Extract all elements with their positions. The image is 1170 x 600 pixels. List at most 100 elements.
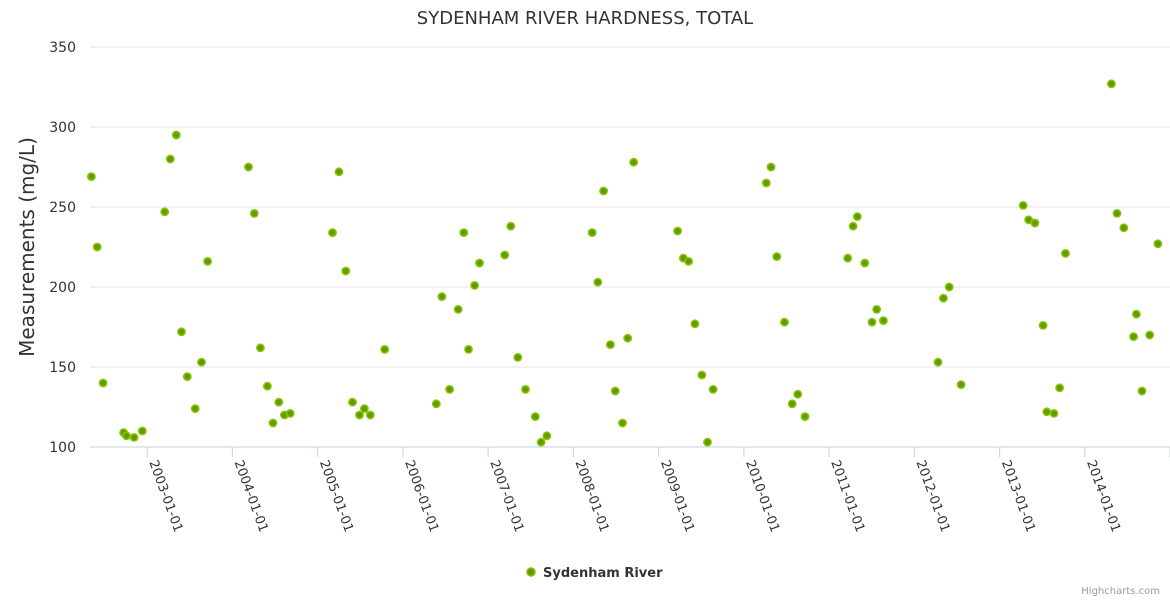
data-point[interactable] xyxy=(684,256,693,266)
data-point[interactable] xyxy=(593,277,603,287)
data-point[interactable] xyxy=(1042,407,1052,417)
data-point[interactable] xyxy=(122,431,131,441)
data-point[interactable] xyxy=(341,266,351,276)
data-point[interactable] xyxy=(599,186,608,196)
data-point[interactable] xyxy=(843,253,853,263)
data-point[interactable] xyxy=(787,399,797,409)
data-point[interactable] xyxy=(1137,386,1147,396)
data-point[interactable] xyxy=(1132,309,1141,319)
data-point[interactable] xyxy=(1049,408,1059,418)
data-point[interactable] xyxy=(171,130,181,140)
data-point[interactable] xyxy=(1129,332,1138,341)
data-point[interactable] xyxy=(536,437,546,447)
data-point[interactable] xyxy=(587,228,597,237)
data-point[interactable] xyxy=(867,317,877,327)
data-point[interactable] xyxy=(445,384,454,394)
y-tick-label: 300 xyxy=(49,120,76,136)
x-tick-label: 2013-01-01 xyxy=(998,458,1038,534)
data-point[interactable] xyxy=(506,221,516,231)
data-point[interactable] xyxy=(244,162,253,172)
data-point[interactable] xyxy=(933,357,943,367)
data-point[interactable] xyxy=(766,162,776,172)
data-point[interactable] xyxy=(355,410,364,420)
data-point[interactable] xyxy=(606,340,615,349)
y-tick-label: 100 xyxy=(49,440,76,456)
data-point[interactable] xyxy=(348,397,357,407)
data-point[interactable] xyxy=(939,293,948,303)
data-point[interactable] xyxy=(761,178,771,188)
legend-label[interactable]: Sydenham River xyxy=(543,566,663,581)
data-point[interactable] xyxy=(177,327,186,337)
data-point[interactable] xyxy=(249,208,259,218)
data-point[interactable] xyxy=(92,242,102,252)
data-point[interactable] xyxy=(334,167,344,177)
data-point[interactable] xyxy=(129,432,139,442)
legend[interactable]: Sydenham River xyxy=(526,566,663,581)
data-point[interactable] xyxy=(1038,320,1048,330)
legend-marker[interactable] xyxy=(526,567,536,577)
data-point[interactable] xyxy=(165,154,175,164)
data-point[interactable] xyxy=(1061,248,1070,258)
data-point[interactable] xyxy=(190,404,200,413)
data-point[interactable] xyxy=(793,389,803,399)
data-point[interactable] xyxy=(475,258,484,268)
data-point[interactable] xyxy=(137,426,147,436)
data-point[interactable] xyxy=(690,319,700,329)
data-point[interactable] xyxy=(1030,218,1040,228)
data-point[interactable] xyxy=(610,386,620,396)
data-point[interactable] xyxy=(98,378,108,388)
data-point[interactable] xyxy=(542,431,552,441)
data-point[interactable] xyxy=(944,282,954,292)
data-point[interactable] xyxy=(437,292,447,301)
data-point[interactable] xyxy=(182,372,192,381)
data-point[interactable] xyxy=(431,399,441,409)
data-point[interactable] xyxy=(697,370,707,380)
data-point[interactable] xyxy=(328,228,337,237)
data-point[interactable] xyxy=(197,357,206,367)
data-point[interactable] xyxy=(359,404,369,413)
data-point[interactable] xyxy=(848,221,858,231)
data-point[interactable] xyxy=(380,344,390,354)
data-point[interactable] xyxy=(860,258,870,268)
data-point[interactable] xyxy=(470,280,479,290)
data-point[interactable] xyxy=(1145,330,1155,340)
data-point[interactable] xyxy=(673,226,682,236)
x-tick-label: 2009-01-01 xyxy=(657,458,697,534)
data-point[interactable] xyxy=(879,316,888,325)
data-point[interactable] xyxy=(852,212,862,221)
y-tick-label: 250 xyxy=(49,200,76,216)
data-point[interactable] xyxy=(203,256,212,266)
data-point[interactable] xyxy=(956,380,966,389)
data-point[interactable] xyxy=(772,252,782,261)
data-point[interactable] xyxy=(268,418,278,428)
credits-link[interactable]: Highcharts.com xyxy=(1081,586,1160,597)
data-point[interactable] xyxy=(459,228,469,237)
data-point[interactable] xyxy=(285,408,295,418)
data-point[interactable] xyxy=(530,412,540,421)
data-point[interactable] xyxy=(160,207,170,217)
data-point[interactable] xyxy=(872,304,882,314)
data-point[interactable] xyxy=(521,384,530,394)
data-point[interactable] xyxy=(618,418,627,428)
data-point[interactable] xyxy=(274,397,284,407)
data-point[interactable] xyxy=(623,333,633,343)
data-point[interactable] xyxy=(1018,200,1028,210)
data-point[interactable] xyxy=(255,343,265,353)
data-point[interactable] xyxy=(703,437,712,447)
data-point[interactable] xyxy=(1112,208,1122,218)
data-point[interactable] xyxy=(1055,383,1064,393)
data-point[interactable] xyxy=(464,344,473,354)
data-point[interactable] xyxy=(800,412,810,421)
data-point[interactable] xyxy=(87,172,96,181)
data-point[interactable] xyxy=(513,352,523,362)
data-point[interactable] xyxy=(708,384,718,394)
data-point[interactable] xyxy=(629,157,639,167)
data-point[interactable] xyxy=(500,250,510,260)
data-point[interactable] xyxy=(1153,239,1163,249)
data-point[interactable] xyxy=(780,317,789,327)
data-point[interactable] xyxy=(365,410,375,420)
data-point[interactable] xyxy=(453,304,463,314)
data-point[interactable] xyxy=(1107,79,1116,89)
data-point[interactable] xyxy=(1119,223,1129,233)
data-point[interactable] xyxy=(262,381,272,391)
